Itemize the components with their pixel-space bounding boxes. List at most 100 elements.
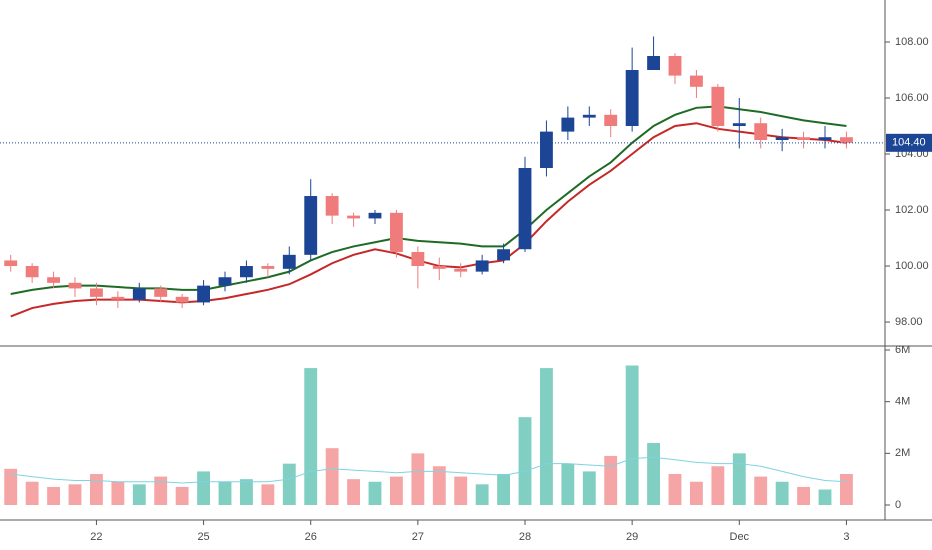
- x-tick-label: 28: [519, 531, 531, 543]
- volume-bar: [90, 474, 103, 505]
- volume-bar: [432, 466, 446, 505]
- candle-body: [604, 114, 618, 127]
- candle-body: [132, 288, 146, 300]
- y-tick-label: 4M: [895, 396, 910, 408]
- y-tick-label: 98.00: [895, 316, 923, 328]
- y-tick-label: 6M: [895, 344, 910, 356]
- candle-body: [154, 288, 168, 297]
- volume-bar: [25, 481, 39, 505]
- candle-body: [818, 137, 832, 141]
- volume-bar: [47, 486, 60, 505]
- candle-body: [411, 252, 425, 267]
- candle-body: [797, 137, 810, 141]
- moving-average: [10, 122, 847, 318]
- candle-body: [732, 123, 746, 127]
- volume-bar: [711, 466, 725, 505]
- candle-body: [368, 212, 382, 219]
- volume-ma: [10, 456, 847, 484]
- candle-body: [454, 268, 468, 272]
- x-tick-label: 22: [90, 531, 102, 543]
- candle-body: [111, 296, 125, 300]
- x-tick-label: 3: [843, 531, 849, 543]
- volume-bar: [690, 481, 703, 505]
- candle-body: [754, 123, 768, 141]
- y-tick-label: 100.00: [895, 260, 929, 272]
- volume-bar: [111, 481, 125, 505]
- volume-bar: [561, 463, 575, 505]
- last-price-box: [886, 133, 932, 152]
- volume-bar: [797, 486, 810, 505]
- candle-body: [25, 266, 39, 278]
- candle-body: [432, 266, 446, 269]
- candle-body: [390, 212, 403, 253]
- volume-bar: [775, 481, 789, 505]
- volume-bar: [604, 455, 618, 505]
- volume-bar: [68, 484, 82, 505]
- volume-bar: [325, 448, 339, 505]
- candle-body: [497, 249, 510, 261]
- y-tick-label: 0: [895, 499, 901, 511]
- volume-bar: [218, 481, 232, 505]
- candle-body: [304, 196, 318, 255]
- candle-body: [90, 288, 103, 297]
- volume-bar: [732, 453, 746, 505]
- volume-bar: [497, 474, 510, 505]
- candle-body: [475, 260, 489, 272]
- candle-body: [240, 266, 253, 278]
- candle-body: [690, 75, 703, 87]
- x-tick-label: 26: [305, 531, 317, 543]
- candle-body: [175, 296, 189, 303]
- volume-bar: [261, 484, 275, 505]
- volume-bar: [240, 479, 253, 505]
- volume-bar: [154, 476, 168, 505]
- y-tick-label: 108.00: [895, 36, 929, 48]
- y-tick-label: 2M: [895, 447, 910, 459]
- candle-body: [282, 254, 296, 269]
- volume-bar: [390, 476, 403, 505]
- volume-bar: [625, 365, 639, 505]
- volume-bar: [175, 486, 189, 505]
- volume-bar: [132, 484, 146, 505]
- candle-body: [4, 260, 18, 267]
- candle-body: [68, 282, 82, 289]
- candle-body: [711, 86, 725, 127]
- volume-bar: [518, 417, 532, 505]
- x-tick-label: Dec: [730, 531, 750, 543]
- candle-body: [840, 137, 853, 143]
- candle-body: [668, 56, 682, 76]
- candle-body: [347, 215, 360, 219]
- volume-bar: [540, 368, 553, 505]
- candle-body: [540, 131, 553, 169]
- candle-body: [197, 285, 210, 303]
- candle-body: [518, 168, 532, 250]
- candle-body: [775, 137, 789, 141]
- x-tick-label: 25: [197, 531, 209, 543]
- candle-body: [261, 266, 275, 269]
- x-tick-label: 27: [412, 531, 424, 543]
- volume-bar: [347, 479, 360, 505]
- volume-bar: [754, 476, 768, 505]
- candle-body: [218, 277, 232, 286]
- volume-bar: [411, 453, 425, 505]
- candle-body: [561, 117, 575, 132]
- volume-bar: [647, 443, 660, 505]
- volume-bar: [197, 471, 210, 505]
- volume-bar: [668, 474, 682, 505]
- volume-bar: [454, 476, 468, 505]
- y-tick-label: 106.00: [895, 92, 929, 104]
- volume-bar: [840, 474, 853, 505]
- candle-body: [647, 56, 660, 71]
- moving-average: [10, 105, 847, 296]
- candle-body: [47, 277, 60, 283]
- volume-bar: [475, 484, 489, 505]
- candle-body: [325, 196, 339, 216]
- x-tick-label: 29: [626, 531, 638, 543]
- volume-bar: [4, 468, 18, 505]
- volume-bar: [582, 471, 596, 505]
- candle-body: [625, 70, 639, 127]
- volume-bar: [818, 489, 832, 505]
- candle-body: [582, 114, 596, 118]
- volume-bar: [282, 463, 296, 505]
- volume-bar: [368, 481, 382, 505]
